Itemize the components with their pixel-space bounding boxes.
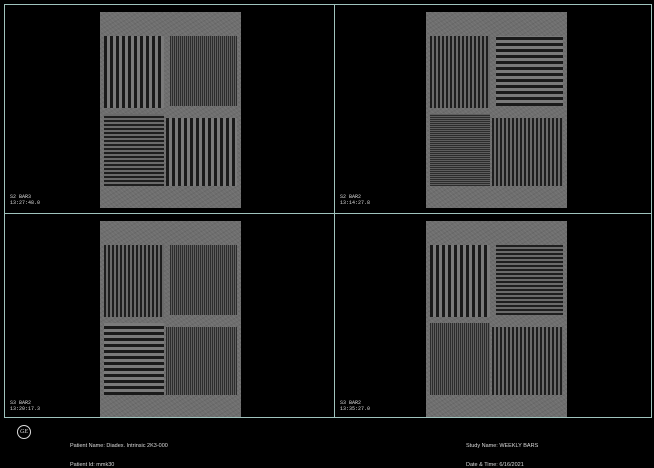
- viewport-label: S3 BAR2 13:35:27.0: [340, 400, 370, 412]
- bar-pattern-panel: [492, 327, 563, 395]
- image-viewer-grid: S2 BAR3 13:27:48.0 S2 BAR2 13:14:27.8 S3…: [4, 4, 652, 418]
- viewport-label: S3 BAR2 13:20:17.3: [10, 400, 40, 412]
- bar-pattern-panel: [104, 114, 164, 186]
- bar-pattern-panel: [430, 245, 490, 317]
- bar-pattern-panel: [430, 36, 490, 108]
- bar-phantom-image: [426, 221, 567, 417]
- series-label: S3 BAR2: [340, 400, 362, 406]
- bar-pattern-panel: [496, 245, 563, 315]
- viewport-top-left[interactable]: S2 BAR3 13:27:48.0: [6, 6, 333, 212]
- report-footer: GE Patient Name: Diadex. Intrinsic 2K3-0…: [0, 419, 654, 468]
- patient-id: Patient Id: mmk30: [70, 462, 115, 468]
- bar-phantom-image: [100, 12, 241, 208]
- study-name: Study Name: WEEKLY BARS: [466, 443, 539, 449]
- series-label: S3 BAR2: [10, 400, 32, 406]
- bar-phantom-image: [426, 12, 567, 208]
- bar-pattern-panel: [496, 36, 563, 106]
- viewport-label: S2 BAR3 13:27:48.0: [10, 194, 40, 206]
- patient-name: Patient Name: Diadex. Intrinsic 2K3-000: [70, 443, 168, 449]
- time-label: 13:20:17.3: [10, 406, 41, 412]
- bar-pattern-panel: [170, 36, 237, 106]
- viewport-label: S2 BAR2 13:14:27.8: [340, 194, 370, 206]
- bar-pattern-panel: [104, 323, 164, 395]
- time-label: 13:35:27.0: [340, 406, 371, 412]
- bar-pattern-panel: [104, 36, 164, 108]
- series-label: S2 BAR2: [340, 194, 362, 200]
- time-label: 13:14:27.8: [340, 200, 371, 206]
- viewport-bottom-right[interactable]: S3 BAR2 13:35:27.0: [336, 215, 651, 417]
- bar-pattern-panel: [170, 245, 237, 315]
- study-date-time: Date & Time: 6/16/2021: [466, 462, 524, 468]
- bar-pattern-panel: [430, 114, 490, 186]
- bar-pattern-panel: [166, 118, 237, 186]
- bar-pattern-panel: [492, 118, 563, 186]
- viewport-divider-horizontal: [5, 213, 651, 214]
- viewport-bottom-left[interactable]: S3 BAR2 13:20:17.3: [6, 215, 333, 417]
- time-label: 13:27:48.0: [10, 200, 41, 206]
- bar-pattern-panel: [166, 327, 237, 395]
- bar-pattern-panel: [430, 323, 490, 395]
- viewport-divider-vertical: [334, 5, 335, 417]
- bar-pattern-panel: [104, 245, 164, 317]
- series-label: S2 BAR3: [10, 194, 32, 200]
- bar-phantom-image: [100, 221, 241, 417]
- viewport-top-right[interactable]: S2 BAR2 13:14:27.8: [336, 6, 651, 212]
- ge-logo-icon: GE: [17, 425, 31, 439]
